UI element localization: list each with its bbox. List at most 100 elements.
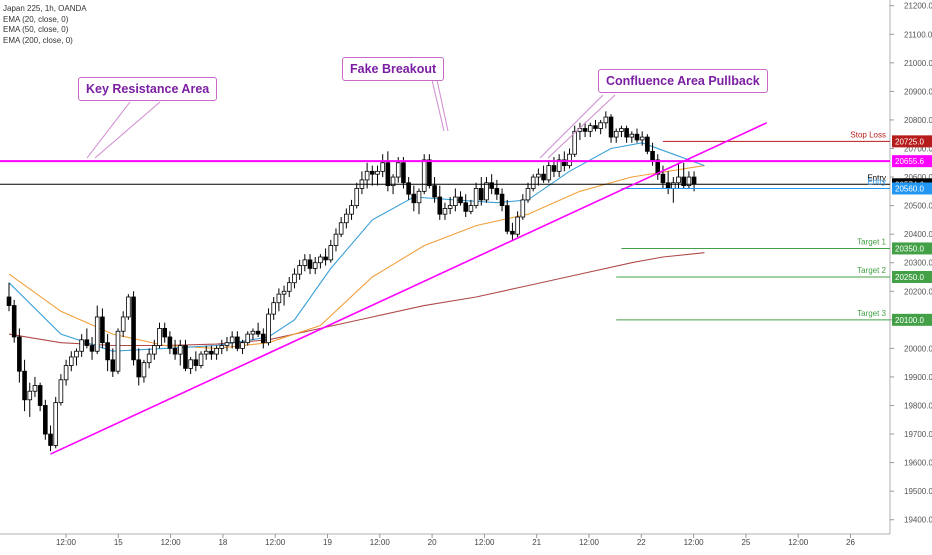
candle-body	[349, 205, 354, 215]
price-level-tag-label: 20655.6	[895, 157, 924, 166]
candle-body	[447, 205, 453, 209]
candle-body	[484, 182, 489, 201]
callout-pointer-key-resistance-2	[94, 101, 161, 159]
price-level-tag-label: 20100.0	[895, 316, 924, 325]
callout-pointer-fake-breakout-2	[431, 79, 445, 132]
candle-body	[593, 125, 598, 129]
callout-pointer-fake-breakout	[436, 79, 449, 132]
candle-body	[629, 133, 635, 138]
candle-body	[395, 162, 401, 178]
x-tick-label: 12:00	[788, 538, 809, 547]
candle-body	[203, 350, 209, 355]
candle-body	[281, 290, 287, 295]
candle-body	[655, 159, 661, 175]
y-tick-label: 21100.0	[904, 30, 932, 39]
candle-body	[157, 327, 162, 346]
x-tick-label: 12:00	[370, 538, 391, 547]
candle-body	[318, 256, 323, 264]
candle-body	[582, 128, 588, 132]
candle-body	[131, 296, 136, 361]
candle-body	[323, 256, 328, 261]
candle-body	[556, 159, 562, 172]
candle-body	[53, 402, 59, 446]
candle-body	[172, 347, 178, 355]
candle-body	[375, 170, 380, 175]
candle-body	[100, 316, 105, 344]
candle-body	[536, 173, 541, 178]
candle-body	[546, 165, 552, 181]
x-tick-label: 12:00	[161, 538, 182, 547]
price-level-tag-label: 20250.0	[895, 273, 924, 282]
y-tick-label: 20200.0	[904, 287, 932, 296]
callout-key-resistance[interactable]: Key Resistance Area	[78, 77, 218, 101]
candle-body	[344, 213, 349, 224]
candle-body	[385, 162, 391, 187]
x-tick-label: 12:00	[474, 538, 495, 547]
candle-body	[660, 173, 666, 184]
candle-body	[603, 116, 609, 124]
candle-body	[115, 330, 121, 372]
callout-confluence[interactable]: Confluence Area Pullback	[598, 69, 768, 93]
candle-body	[146, 353, 152, 364]
candle-body	[453, 196, 458, 207]
candle-body	[489, 182, 494, 189]
candle-body	[681, 176, 686, 187]
candle-body	[229, 336, 235, 344]
candle-body	[468, 205, 474, 212]
candle-body	[411, 193, 417, 204]
price-level-name: Target 2	[857, 266, 886, 275]
candle-body	[63, 365, 69, 381]
price-level-tag-label: 20560.0	[895, 184, 924, 193]
uptrend-line[interactable]	[50, 122, 768, 455]
candle-body	[499, 193, 505, 207]
candle-body	[58, 379, 64, 404]
y-tick-label: 20600.0	[904, 173, 932, 182]
candle-body	[665, 182, 671, 189]
candle-body	[691, 176, 697, 185]
candle-body	[271, 302, 276, 315]
price-level-name: Target 3	[857, 309, 886, 318]
candle-body	[276, 293, 282, 304]
callout-fake-breakout[interactable]: Fake Breakout	[342, 57, 445, 81]
candle-body	[421, 159, 427, 192]
candle-body	[686, 176, 692, 187]
price-level-name: Target 1	[857, 237, 886, 246]
candle-body	[613, 130, 619, 138]
candle-body	[587, 125, 593, 132]
candle-body	[619, 128, 624, 132]
ema-slow-label: EMA (200, close, 0)	[3, 35, 73, 45]
candle-body	[74, 350, 79, 358]
candle-body	[427, 159, 432, 187]
x-tick-label: 20	[428, 538, 437, 547]
ema-fast-label: EMA (20, close, 0)	[3, 14, 69, 24]
x-tick-label: 21	[532, 538, 541, 547]
candle-body	[380, 162, 385, 172]
x-tick-label: 25	[741, 538, 750, 547]
candle-body	[478, 188, 484, 201]
candle-body	[120, 316, 126, 332]
candle-body	[89, 345, 95, 352]
candle-body	[198, 353, 204, 366]
callout-pointer-confluence-2	[547, 94, 616, 159]
candle-body	[458, 196, 463, 204]
candle-body	[126, 296, 131, 318]
y-tick-label: 21200.0	[904, 2, 932, 11]
candle-body	[250, 330, 256, 335]
candle-body	[567, 153, 572, 167]
candle-body	[328, 245, 334, 261]
candle-body	[541, 173, 546, 181]
candle-body	[266, 313, 271, 344]
price-level-tag	[892, 270, 932, 283]
chart-legend: Japan 225, 1h, OANDA EMA (20, close, 0) …	[3, 4, 87, 46]
candle-body	[624, 128, 629, 138]
price-level-tag	[892, 182, 932, 195]
candle-body	[676, 176, 681, 184]
candle-body	[515, 216, 520, 235]
candle-body	[634, 133, 640, 141]
candle-body	[432, 185, 437, 198]
candle-body	[530, 176, 536, 189]
x-tick-label: 12:00	[579, 538, 600, 547]
y-tick-label: 20300.0	[904, 259, 932, 268]
candle-body	[416, 190, 422, 204]
